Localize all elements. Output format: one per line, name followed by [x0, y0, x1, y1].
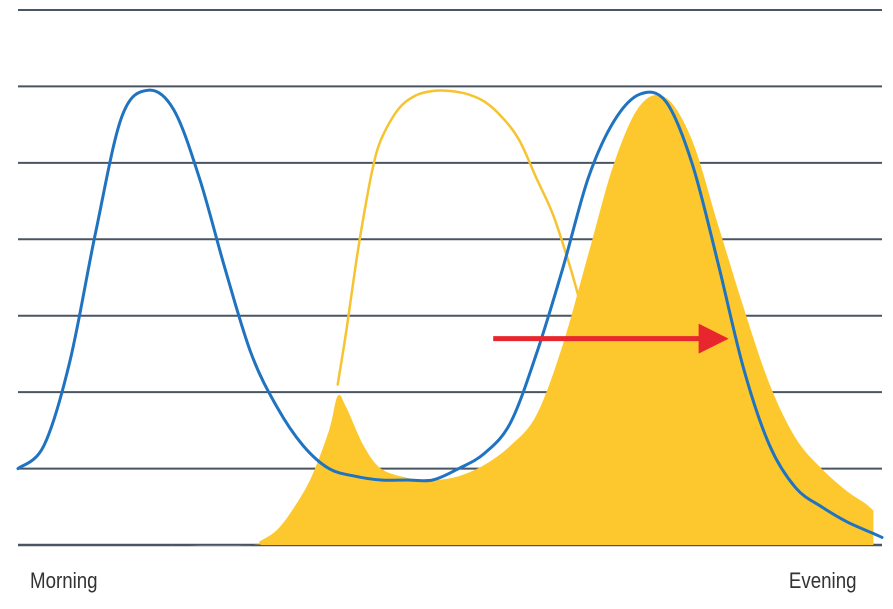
series-line-0 [16, 88, 884, 539]
x-axis-end-label: Evening [789, 568, 857, 593]
series-area-2 [78, 94, 874, 546]
series-areas [78, 94, 874, 546]
x-axis-start-label: Morning [30, 568, 98, 593]
series-lines [16, 88, 884, 539]
